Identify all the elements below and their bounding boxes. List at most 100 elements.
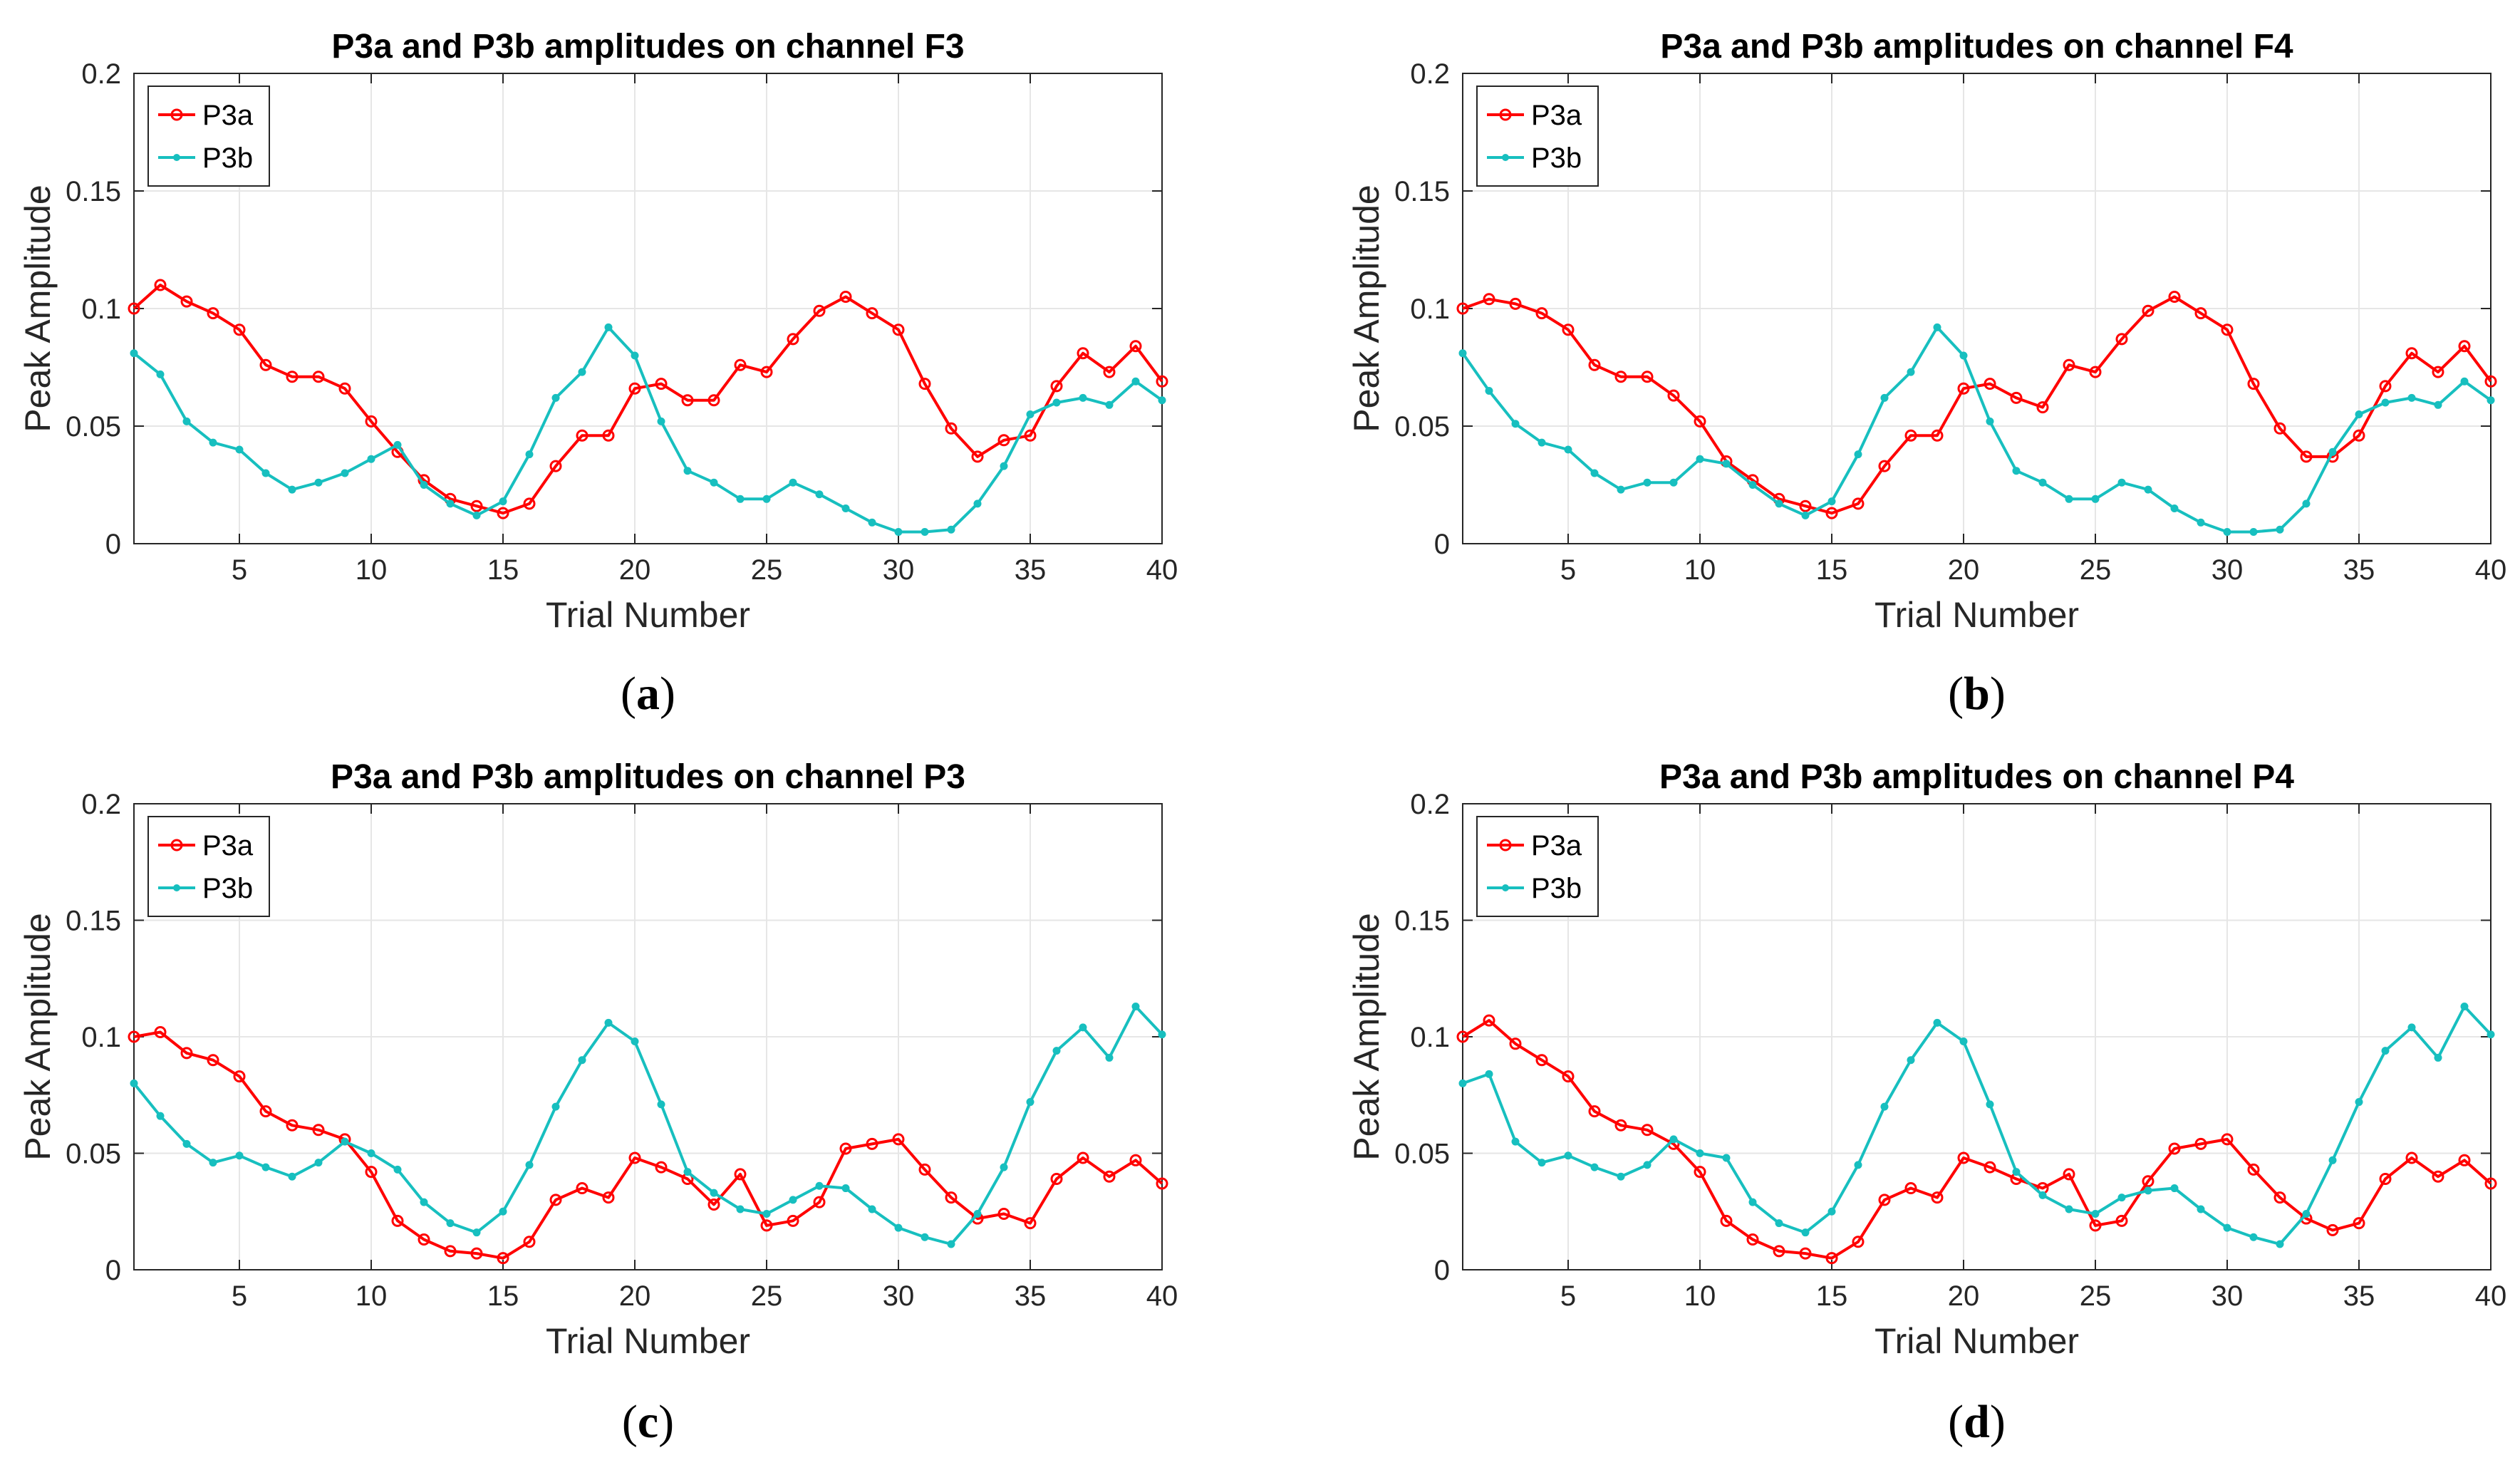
data-point-p3b [973,1210,982,1218]
data-point-p3a [470,500,483,512]
data-point-p3b [182,1139,191,1148]
data-point-p3b [156,1112,165,1120]
legend-label: P3a [202,100,254,131]
data-point-p3b [1538,1159,1546,1167]
data-point-p3a [1103,366,1116,378]
data-point-p3b [1907,1056,1915,1065]
data-point-p3b [1696,455,1704,463]
legend-label: P3b [1531,873,1582,904]
data-point-p3b [2302,1210,2311,1218]
x-tick-label: 20 [619,554,651,586]
data-point-p3b [710,1189,718,1197]
data-point-p3b [314,1159,323,1167]
data-point-p3b [2091,1210,2100,1218]
x-tick-label: 30 [2212,554,2244,586]
data-point-p3b [1590,1163,1599,1171]
data-point-p3a [2405,1151,2418,1164]
data-point-p3a [470,1247,483,1260]
data-point-p3b [288,485,296,494]
data-point-p3b [1643,1161,1652,1169]
data-point-p3b [1801,1228,1810,1237]
data-point-p3b [2012,1168,2021,1176]
legend-label: P3a [202,830,254,861]
data-point-p3a [1156,1177,1168,1190]
series-line-p3b [133,326,1163,534]
data-point-p3b [1854,450,1862,459]
data-point-p3a [1614,371,1627,383]
data-point-p3b [894,528,903,536]
data-point-p3b [1131,377,1140,385]
data-point-p3b [2065,1205,2073,1213]
y-tick-label: 0.1 [81,1022,121,1053]
data-point-p3a [2089,366,2102,378]
data-point-p3b [1458,1079,1467,1087]
data-point-p3a [2458,340,2471,353]
data-point-p3b [1131,1002,1140,1010]
legend [1476,86,1599,187]
data-point-p3b [156,370,165,378]
data-point-p3b [1079,393,1087,402]
data-point-p3b [2328,1156,2337,1164]
data-point-p3b [2223,528,2231,536]
data-point-p3a [1156,375,1168,388]
chart-panel-3: 5 10 15 20 25 30 35 40 0 0.05 0.1 0.15 0.2 P3a and P3… [1347,758,2506,1448]
y-tick-label: 0.1 [1410,1022,1450,1053]
data-point-p3b [2091,495,2100,503]
data-point-p3a [1050,380,1063,393]
data-point-p3a [1957,1151,1970,1164]
x-tick-label: 10 [356,1280,388,1312]
data-point-p3a [259,358,272,371]
data-point-p3a [839,1142,852,1155]
data-point-p3a [2247,1163,2260,1176]
data-point-p3b [130,349,138,358]
data-point-p3a [1641,1124,1654,1137]
data-point-p3a [1483,1014,1495,1027]
data-point-p3a [2484,375,2497,388]
data-point-p3b [736,495,745,503]
data-point-p3b [1801,511,1810,519]
data-point-p3a [813,304,826,317]
data-point-p3a [312,1124,325,1137]
legend-label: P3a [1531,830,1582,861]
data-point-p3a [2194,307,2207,320]
legend [147,86,270,187]
data-point-p3b [2170,1184,2179,1193]
data-point-p3a [2405,347,2418,360]
x-axis-label: Trial Number [546,595,750,635]
legend-marker [1499,108,1512,121]
data-point-p3b [1827,497,1836,506]
y-axis-label: Peak Amplitude [1347,913,1386,1160]
y-axis-label: Peak Amplitude [18,913,58,1160]
data-point-p3b [762,495,771,503]
data-point-p3b [1933,1018,1941,1027]
x-tick-label: 30 [883,554,915,586]
data-point-p3a [602,429,615,442]
data-point-p3b [762,1210,771,1218]
data-point-p3a [1103,1170,1116,1183]
data-point-p3b [2276,1240,2284,1248]
data-point-p3a [997,434,1010,447]
data-point-p3b [1880,393,1889,402]
data-point-p3b [1748,481,1757,489]
data-point-p3a [1746,1233,1759,1246]
chart-title: P3a and P3b amplitudes on channel F3 [331,28,964,66]
data-point-p3b [2460,1002,2469,1010]
y-tick-label: 0.15 [66,906,121,937]
data-point-p3b [2223,1223,2231,1232]
data-point-p3b [1158,396,1166,405]
data-point-p3a [1984,1161,1996,1174]
data-point-p3a [1024,429,1037,442]
data-point-p3b [2355,410,2363,418]
data-point-p3b [1105,400,1114,409]
x-tick-label: 10 [356,554,388,586]
data-point-p3b [815,1181,824,1190]
data-point-p3b [2381,1047,2390,1055]
x-tick-label: 5 [1560,554,1576,586]
data-point-p3b [551,393,560,402]
data-point-p3a [839,291,852,303]
legend-label: P3b [202,143,253,174]
data-point-p3b [1907,368,1915,376]
x-axis-label: Trial Number [1875,595,2079,635]
x-tick-label: 30 [883,1280,915,1312]
